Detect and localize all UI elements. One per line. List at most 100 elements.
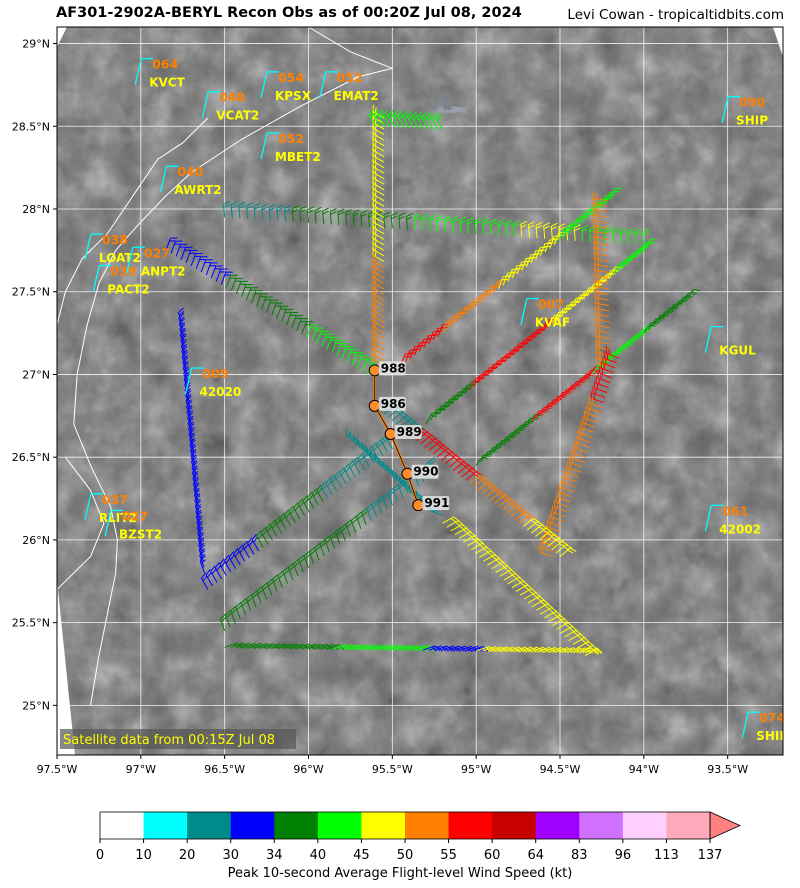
station-barb [201, 91, 209, 118]
inner-coastline [57, 456, 105, 590]
station-wind-value: 009 [203, 366, 229, 381]
lat-tick-label: 28°N [22, 203, 50, 216]
leg-top [368, 109, 444, 130]
pressure-label: 986 [381, 397, 406, 411]
leg-west [177, 307, 206, 574]
station-barb [260, 71, 268, 99]
station-wind-value: 027 [122, 508, 148, 523]
center-fix-marker [412, 499, 425, 512]
pressure-label-bg [378, 396, 406, 411]
lon-tick-label: 96°W [293, 763, 323, 776]
aircraft-icon [425, 89, 467, 113]
station-wind-value: 007 [538, 297, 564, 312]
lat-tick-label: 26.5°N [12, 451, 50, 464]
lon-tick-label: 97°W [126, 763, 156, 776]
pressure-label: 989 [397, 425, 422, 439]
station-barb [741, 712, 749, 739]
station-barb [92, 265, 100, 292]
pressure-label-bg [394, 425, 422, 440]
center-fix-marker [384, 428, 397, 441]
station-wind-value: 048 [219, 90, 245, 105]
station-barb [134, 58, 142, 85]
station-wind-value: 061 [722, 503, 748, 518]
station-wind-value: 027 [144, 245, 170, 260]
station-barb [704, 505, 712, 532]
nodata-wedge [57, 27, 67, 47]
pressure-label: 988 [381, 361, 406, 375]
nodata-wedge [57, 580, 75, 755]
station-barb [704, 326, 712, 353]
leg-ne2 [425, 238, 658, 425]
station-id: 42020 [200, 385, 242, 399]
center-fix-marker [401, 467, 414, 480]
leg-north [372, 104, 385, 367]
colorbar-label: Peak 10-second Average Flight-level Wind… [227, 866, 573, 881]
station-barb [184, 367, 193, 395]
leg-ne1 [400, 187, 622, 367]
pressure-label-bg [422, 496, 450, 511]
station-wind-value: 054 [278, 70, 304, 85]
station-barb [721, 96, 729, 123]
lat-tick-label: 27°N [22, 368, 50, 381]
coastline [73, 27, 394, 706]
station-barb [260, 132, 268, 160]
station-wind-value: 037 [102, 492, 128, 507]
station-wind-value: 052 [278, 131, 304, 146]
station-id: KPSX [275, 89, 312, 103]
lon-tick-label: 95°W [461, 763, 491, 776]
station-id: AWRT2 [174, 183, 221, 197]
credit-text: Levi Cowan - tropicaltidbits.com [567, 7, 784, 23]
station-barb [159, 166, 168, 193]
leg-sw2 [219, 456, 436, 632]
leg-sw1 [200, 431, 393, 590]
station-id: MBET2 [275, 150, 321, 164]
pressure-label: 991 [424, 496, 449, 510]
station-wind-value: 052 [337, 70, 363, 85]
lon-tick-label: 95.5°W [372, 763, 413, 776]
station-barb [84, 493, 92, 520]
station-id: LOAT2 [99, 251, 141, 265]
station-barb [84, 233, 92, 261]
station-id: KGUL [719, 344, 756, 358]
station-wind-value: 040 [177, 164, 203, 179]
station-id: BZST2 [119, 527, 162, 541]
leg-ne3 [475, 288, 701, 466]
satellite-texture [57, 27, 783, 755]
station-barb [319, 71, 327, 99]
station-id: SHIP [756, 729, 788, 743]
lat-tick-label: 25.5°N [12, 617, 50, 630]
center-fix-marker [368, 364, 381, 377]
lon-tick-label: 94°W [629, 763, 659, 776]
satellite-note: Satellite data from 00:15Z Jul 08 [63, 733, 275, 748]
wind-barbs [165, 104, 701, 657]
lon-tick-label: 96.5°W [204, 763, 245, 776]
lat-tick-label: 26°N [22, 534, 50, 547]
station-barb [126, 247, 134, 274]
plot-frame [56, 26, 784, 756]
lon-tick-label: 94.5°W [540, 763, 581, 776]
leg-w1 [165, 237, 379, 375]
leg-n-transit [223, 200, 650, 246]
station-id: VCAT2 [216, 109, 259, 123]
station-id: SHIP [736, 114, 768, 128]
station-id: 42002 [719, 522, 761, 536]
station-wind-value: 090 [739, 95, 765, 110]
lon-tick-label: 97.5°W [37, 763, 78, 776]
station-id: KVAF [535, 316, 570, 330]
leg-south [224, 642, 603, 654]
station-wind-value: 074 [759, 710, 785, 725]
pressure-label: 990 [413, 465, 438, 479]
station-barb [104, 510, 112, 537]
lat-tick-label: 28.5°N [12, 120, 50, 133]
lon-tick-label: 93.5°W [707, 763, 748, 776]
lat-tick-label: 29°N [22, 38, 50, 51]
station-wind-value: 039 [110, 263, 136, 278]
station-wind-value: 064 [152, 57, 178, 72]
lat-tick-label: 25°N [22, 699, 50, 712]
plot-title: AF301-2902A-BERYL Recon Obs as of 00:20Z… [56, 5, 522, 21]
leg-e1 [592, 191, 611, 367]
station-wind-value: 038 [102, 232, 128, 247]
station-id: KVCT [149, 76, 185, 90]
lat-tick-label: 27.5°N [12, 286, 50, 299]
